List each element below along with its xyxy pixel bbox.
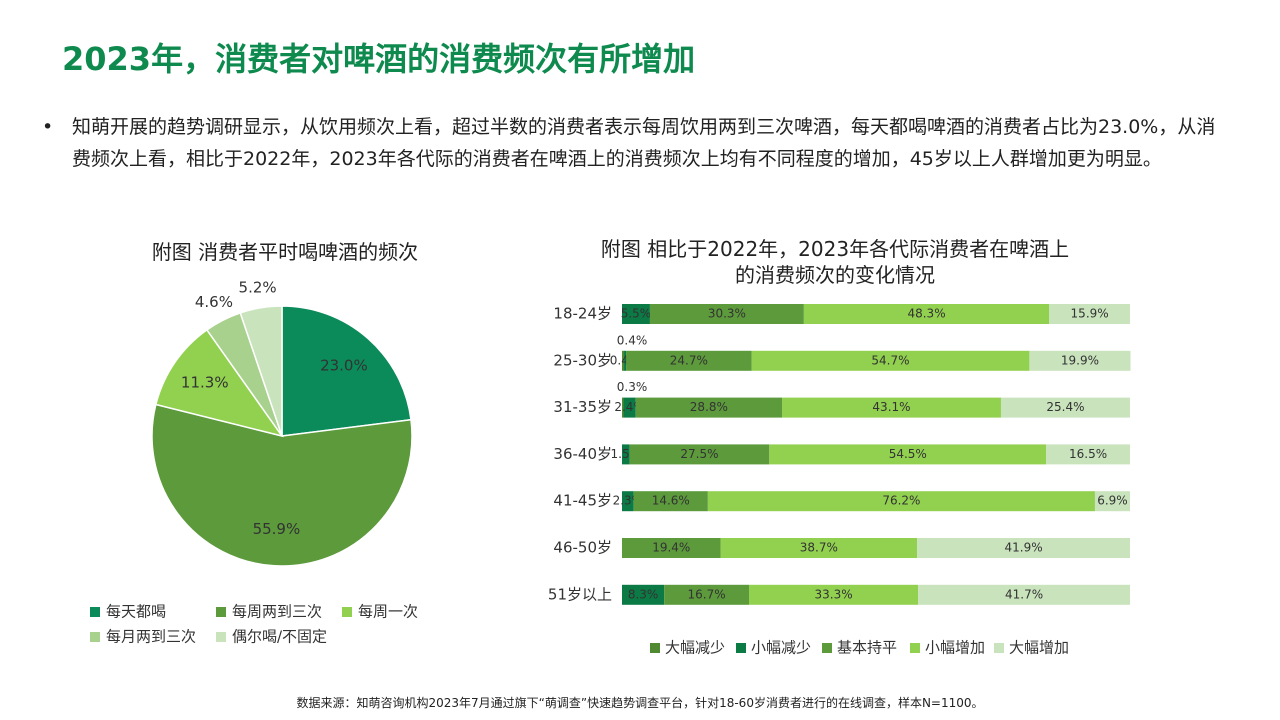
- y-tick-label: 41-45岁: [553, 492, 612, 510]
- bar-segment: [622, 538, 721, 558]
- data-label: 41.7%: [1005, 587, 1043, 601]
- y-tick-label: 31-35岁: [553, 398, 612, 416]
- bar-segment: [622, 350, 625, 371]
- bar-segment: [635, 397, 783, 418]
- data-label: 0.4%: [617, 333, 648, 347]
- y-tick-label: 18-24岁: [553, 305, 612, 323]
- bar-segment: [707, 491, 1095, 512]
- data-label: 15.9%: [1071, 307, 1109, 321]
- bar-segment: [1046, 444, 1130, 465]
- bar-segment: [664, 584, 749, 605]
- legend-label: 每周一次: [358, 603, 418, 621]
- bar-segment: [751, 350, 1030, 371]
- y-tick-label: 51岁以上: [548, 585, 612, 603]
- legend-label: 偶尔喝/不固定: [232, 628, 327, 646]
- bar-segment: [622, 397, 624, 418]
- data-label: 5.5%: [621, 307, 652, 321]
- chart-title: 附图 消费者平时喝啤酒的频次: [151, 240, 419, 264]
- bar-segment: [1000, 397, 1130, 418]
- legend-label: 每天都喝: [106, 603, 166, 621]
- legend-swatch: [90, 607, 100, 617]
- data-label: 55.9%: [253, 520, 301, 538]
- data-label: 30.3%: [708, 307, 746, 321]
- bar-segment: [1094, 491, 1130, 512]
- data-label: 19.9%: [1061, 353, 1099, 367]
- bar-segment: [782, 397, 1001, 418]
- bar-segment: [622, 584, 665, 605]
- data-label: 8.3%: [628, 587, 659, 601]
- data-label: 48.3%: [907, 307, 945, 321]
- charts: 23.0% 55.9% 11.3% 4.6% 5.2% 每天都喝 每周两到三次 每周一次每月两…: [90, 278, 1131, 657]
- legend-label: 大幅减少: [665, 639, 725, 657]
- data-label: 16.7%: [688, 587, 726, 601]
- legend-swatch: [90, 632, 100, 642]
- pie-slice: [281, 305, 412, 437]
- legend-label: 每月两到三次: [106, 628, 196, 646]
- bar-segment: [624, 350, 627, 371]
- legend-label: 基本持平: [837, 639, 897, 657]
- data-label: 6.9%: [1097, 494, 1128, 508]
- data-label: 16.5%: [1069, 447, 1107, 461]
- legend-swatch: [994, 643, 1004, 653]
- y-tick-label: 25-30岁: [553, 351, 612, 369]
- data-label: 38.7%: [800, 541, 838, 555]
- data-label: 4.6%: [195, 293, 233, 311]
- data-label: 41.9%: [1005, 541, 1043, 555]
- data-label: 28.8%: [690, 400, 728, 414]
- chart-title: 附图 相比于2022年，2023年各代际消费者在啤酒上的消费频次的变化情况: [600, 237, 1070, 287]
- legend-swatch: [910, 643, 920, 653]
- bar-segment: [1029, 350, 1131, 371]
- data-label: 14.6%: [652, 494, 690, 508]
- legend-swatch: [216, 632, 226, 642]
- legend-swatch: [216, 607, 226, 617]
- bar-segment: [720, 538, 918, 558]
- slide-title: 2023年，消费者对啤酒的消费频次有所增加: [62, 40, 696, 78]
- data-label: 0.3%: [617, 380, 648, 394]
- bar-segment: [917, 538, 1130, 558]
- data-label: 25.4%: [1046, 400, 1084, 414]
- data-label: 54.7%: [871, 353, 909, 367]
- data-label: 76.2%: [882, 494, 920, 508]
- legend-swatch: [822, 643, 832, 653]
- bar-segment: [622, 304, 650, 324]
- bar-segment: [1049, 304, 1130, 324]
- data-label: 11.3%: [181, 374, 229, 392]
- bar-segment: [769, 444, 1047, 465]
- legend-label: 小幅增加: [925, 639, 985, 657]
- bar-segment: [649, 304, 804, 324]
- bullet-text: 知萌开展的趋势调研显示，从饮用频次上看，超过半数的消费者表示每周饮用两到三次啤酒…: [72, 116, 1216, 170]
- data-label: 19.4%: [652, 541, 690, 555]
- pie-slice: [154, 328, 284, 438]
- legend-swatch: [736, 643, 746, 653]
- bar-segment: [622, 491, 634, 512]
- y-tick-label: 46-50岁: [553, 539, 612, 557]
- legend-swatch: [342, 607, 352, 617]
- bar-segment: [622, 444, 630, 465]
- legend-label: 小幅减少: [751, 639, 811, 657]
- legend-label: 每周两到三次: [232, 603, 322, 621]
- pie-slice: [239, 305, 283, 437]
- legend-label: 大幅增加: [1009, 639, 1069, 657]
- bar-segment: [626, 350, 752, 371]
- data-label: 33.3%: [815, 587, 853, 601]
- bar-segment: [749, 584, 919, 605]
- bar-segment: [918, 584, 1130, 605]
- source-note: 数据来源：知萌咨询机构2023年7月通过旗下“萌调查”快速趋势调查平台，针对18…: [296, 696, 984, 710]
- bar-segment: [803, 304, 1050, 324]
- data-label: 5.2%: [239, 278, 277, 296]
- data-label: 43.1%: [872, 400, 910, 414]
- data-label: 54.5%: [889, 447, 927, 461]
- data-label: 24.7%: [670, 353, 708, 367]
- y-tick-label: 36-40岁: [553, 445, 612, 463]
- data-label: 23.0%: [320, 356, 368, 374]
- bar-segment: [629, 444, 770, 465]
- data-label: 27.5%: [680, 447, 718, 461]
- pie-slice: [151, 403, 413, 567]
- bullet-dot: •: [42, 116, 54, 138]
- bar-segment: [633, 491, 708, 512]
- bar-segment: [623, 397, 636, 418]
- legend-swatch: [650, 643, 660, 653]
